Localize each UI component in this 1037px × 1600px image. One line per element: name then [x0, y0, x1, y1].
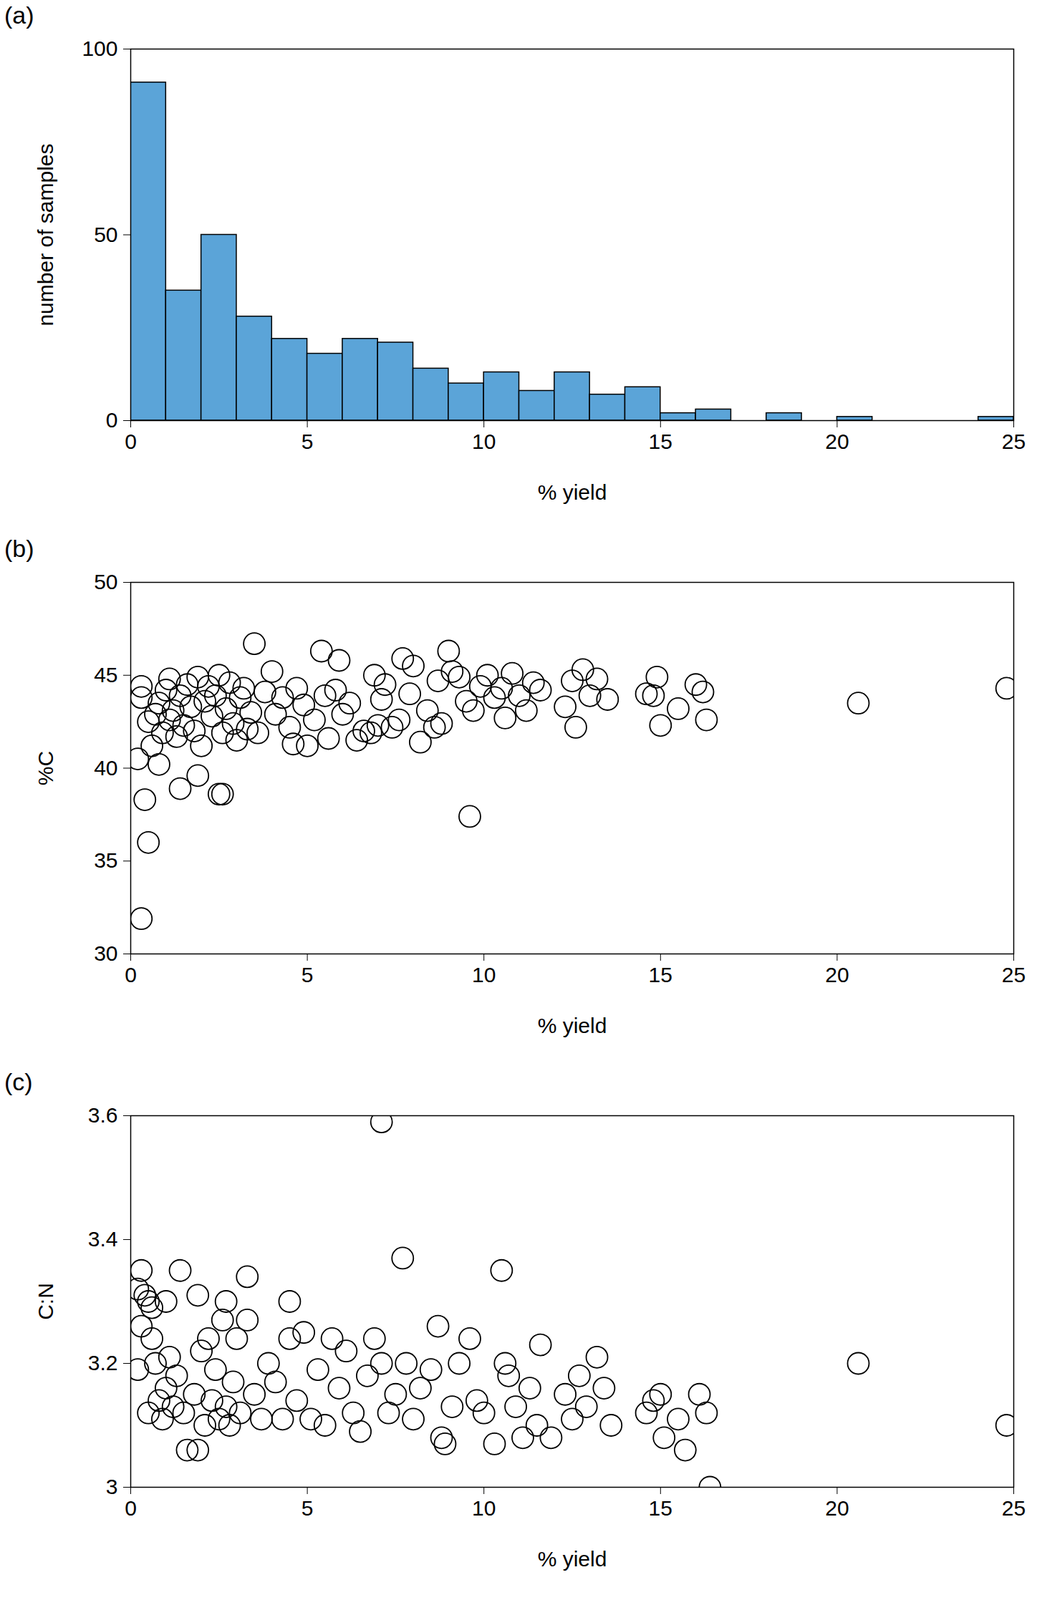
- svg-text:15: 15: [648, 1496, 673, 1521]
- svg-text:20: 20: [825, 1496, 849, 1521]
- svg-text:C:N: C:N: [33, 1283, 58, 1321]
- svg-text:25: 25: [1001, 429, 1026, 454]
- svg-text:10: 10: [471, 429, 496, 454]
- svg-text:5: 5: [301, 1496, 314, 1521]
- svg-text:15: 15: [648, 429, 673, 454]
- svg-text:% yield: % yield: [537, 480, 608, 505]
- html-text:(c): (c): [4, 1068, 33, 1096]
- svg-text:15: 15: [648, 963, 673, 987]
- svg-text:35: 35: [93, 848, 118, 873]
- svg-text:5: 5: [301, 429, 314, 454]
- svg-text:25: 25: [1001, 963, 1026, 987]
- svg-text:%C: %C: [33, 751, 58, 786]
- svg-text:50: 50: [93, 222, 118, 247]
- svg-text:10: 10: [471, 963, 496, 987]
- svg-text:0: 0: [105, 408, 119, 432]
- svg-text:3.6: 3.6: [88, 1103, 119, 1128]
- svg-text:25: 25: [1001, 1496, 1026, 1521]
- svg-text:100: 100: [81, 36, 118, 61]
- svg-text:3.2: 3.2: [88, 1351, 119, 1376]
- svg-text:10: 10: [471, 1496, 496, 1521]
- svg-text:45: 45: [93, 663, 118, 687]
- svg-text:20: 20: [825, 429, 849, 454]
- svg-text:% yield: % yield: [537, 1014, 608, 1038]
- svg-text:0: 0: [124, 963, 137, 987]
- svg-text:0: 0: [124, 429, 137, 454]
- svg-text:3: 3: [105, 1475, 119, 1499]
- svg-text:40: 40: [93, 756, 118, 780]
- svg-text:5: 5: [301, 963, 314, 987]
- svg-text:20: 20: [825, 963, 849, 987]
- svg-text:30: 30: [93, 941, 118, 966]
- svg-text:3.4: 3.4: [88, 1227, 119, 1252]
- html-text:(a): (a): [4, 1, 35, 29]
- html-text:(b): (b): [4, 534, 35, 563]
- svg-text:% yield: % yield: [537, 1547, 608, 1572]
- svg-text:0: 0: [124, 1496, 137, 1521]
- svg-text:number of samples: number of samples: [33, 143, 58, 326]
- svg-text:50: 50: [93, 570, 118, 594]
